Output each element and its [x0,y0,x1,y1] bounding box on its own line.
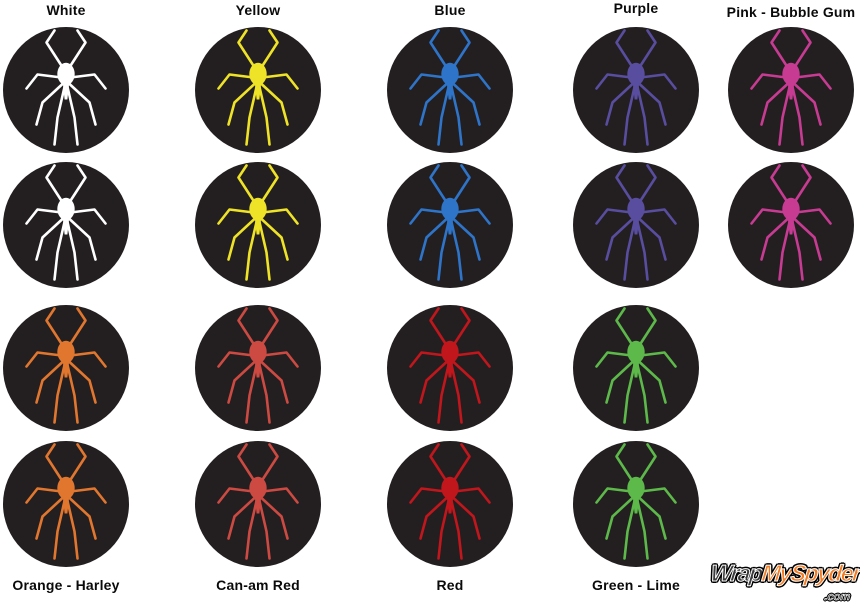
spider-icon [750,29,832,146]
swatch-orange-1[interactable] [3,305,129,431]
swatch-green-2[interactable] [573,441,699,567]
swatch-yellow-1[interactable] [195,27,321,153]
spider-icon [409,443,491,560]
wrapmyspyder-logo[interactable]: WrapMySpyder .com [708,560,860,603]
spider-icon [25,164,107,281]
label-purple: Purple [613,0,659,16]
spider-icon [595,29,677,146]
swatch-pink-1[interactable] [728,27,854,153]
label-white: White [46,2,86,18]
swatch-purple-2[interactable] [573,162,699,288]
spider-icon [217,443,299,560]
spider-icon [409,164,491,281]
swatch-canam-red-2[interactable] [195,441,321,567]
logo-my: My [760,560,793,587]
spider-icon [25,29,107,146]
logo-spyder: Spyder [789,560,860,587]
label-red: Red [436,577,464,593]
swatch-pink-2[interactable] [728,162,854,288]
spider-icon [217,29,299,146]
label-pink-bubble-gum: Pink - Bubble Gum [726,4,856,20]
swatch-white-2[interactable] [3,162,129,288]
label-orange-harley: Orange - Harley [12,577,120,593]
spider-icon [217,307,299,424]
spider-icon [409,307,491,424]
logo-wrap: Wrap [709,560,764,587]
swatch-red-1[interactable] [387,305,513,431]
label-yellow: Yellow [235,2,281,18]
spider-icon [595,307,677,424]
label-canam-red: Can-am Red [216,577,300,593]
label-green-lime: Green - Lime [592,577,680,593]
spider-icon [409,29,491,146]
spider-icon [217,164,299,281]
logo-dotcom: .com [823,591,852,603]
label-blue: Blue [434,2,466,18]
swatch-blue-1[interactable] [387,27,513,153]
swatch-yellow-2[interactable] [195,162,321,288]
swatch-white-1[interactable] [3,27,129,153]
spider-icon [595,443,677,560]
spider-icon [25,307,107,424]
swatch-canam-red-1[interactable] [195,305,321,431]
spider-icon [25,443,107,560]
swatch-orange-2[interactable] [3,441,129,567]
spider-icon [750,164,832,281]
spider-icon [595,164,677,281]
swatch-green-1[interactable] [573,305,699,431]
swatch-blue-2[interactable] [387,162,513,288]
swatch-purple-1[interactable] [573,27,699,153]
swatch-red-2[interactable] [387,441,513,567]
